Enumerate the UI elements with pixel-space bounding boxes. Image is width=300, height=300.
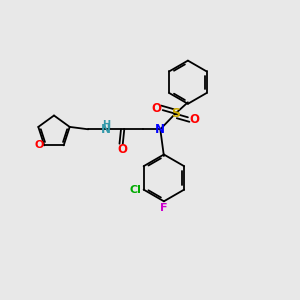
- Text: N: N: [155, 123, 165, 136]
- Text: O: O: [35, 140, 44, 150]
- Text: Cl: Cl: [129, 184, 141, 195]
- Text: H: H: [102, 120, 110, 130]
- Text: N: N: [101, 123, 111, 136]
- Text: O: O: [189, 112, 199, 126]
- Text: S: S: [171, 107, 180, 120]
- Text: F: F: [160, 203, 168, 213]
- Text: O: O: [118, 142, 128, 156]
- Text: O: O: [152, 102, 162, 115]
